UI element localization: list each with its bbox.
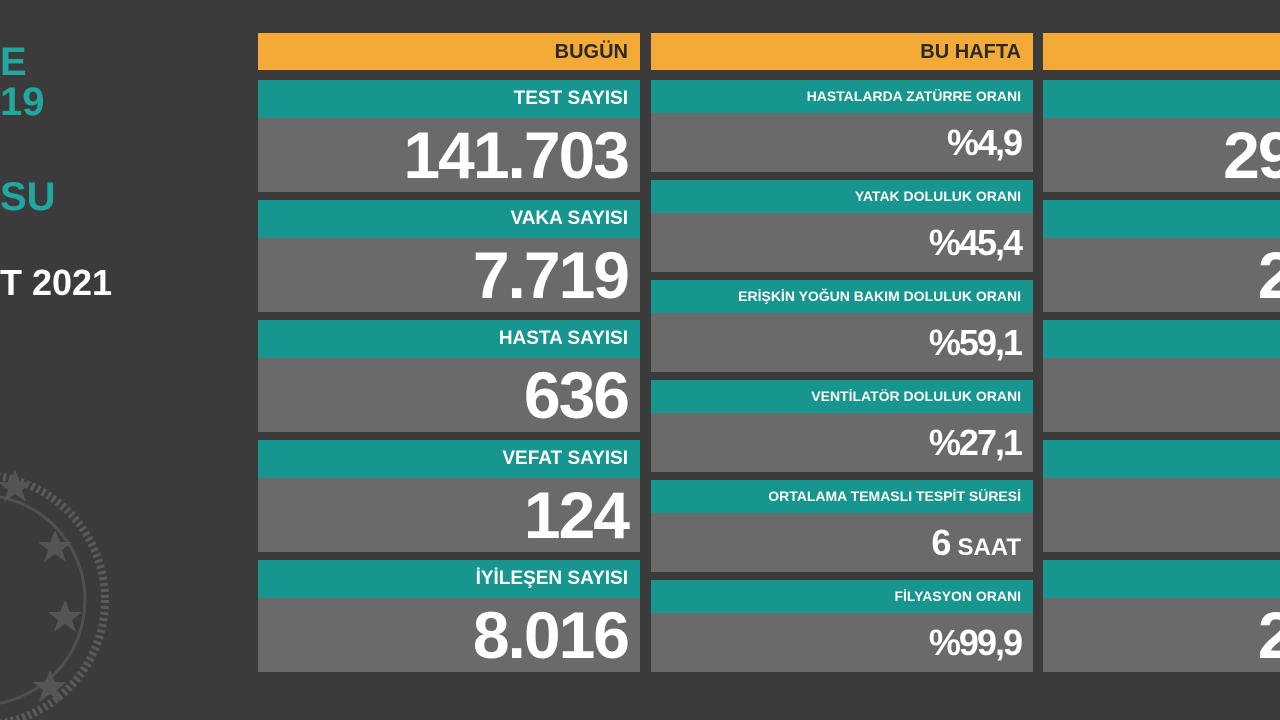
value-text: 2.485: [1257, 238, 1280, 312]
value-text: 29.773: [1223, 118, 1280, 192]
side-text: T 2021: [0, 262, 113, 303]
value-text: %45,4: [928, 222, 1023, 263]
card-value: 8.016: [258, 598, 640, 672]
column-header: [1043, 33, 1280, 70]
card-value: %27,1: [651, 413, 1033, 472]
value-text: %4,9: [946, 122, 1023, 163]
emblem: [0, 470, 109, 720]
card-value: 636: [258, 358, 640, 432]
card-value: 1: [1043, 478, 1280, 552]
side-text: SU: [0, 175, 56, 219]
card-label: ERİŞKİN YOĞUN BAKIM DOLULUK ORANI: [651, 280, 1033, 313]
card-label: AĞIR: [1043, 440, 1280, 478]
card-label: YATAK DOLULUK ORANI: [651, 180, 1033, 213]
card-label: İYİLEŞEN SAYISI: [258, 560, 640, 598]
card-value: %4,9: [651, 113, 1033, 172]
card-label: [1043, 200, 1280, 238]
side-text: 19: [0, 80, 45, 124]
card-value: 2.485: [1043, 238, 1280, 312]
column-header: BUGÜN: [258, 33, 640, 70]
card-label: VAKA SAYISI: [258, 200, 640, 238]
card-value: 124: [258, 478, 640, 552]
value-text: 636: [523, 358, 630, 432]
card-value: 2.376: [1043, 598, 1280, 672]
card-value: 6 SAAT: [651, 513, 1033, 572]
card-value: 7.719: [258, 238, 640, 312]
card-label: FİLYASYON ORANI: [651, 580, 1033, 613]
value-unit: SAAT: [957, 534, 1021, 561]
card-label: VENTİLATÖR DOLULUK ORANI: [651, 380, 1033, 413]
card-label: [1043, 320, 1280, 358]
card-label: HASTA SAYISI: [258, 320, 640, 358]
card-label: İY: [1043, 560, 1280, 598]
value-text: %59,1: [928, 322, 1023, 363]
value-text: 2.376: [1257, 598, 1280, 672]
card-label: [1043, 80, 1280, 118]
value-text: %99,9: [928, 622, 1023, 663]
card-value: 20: [1043, 358, 1280, 432]
value-text: 7.719: [472, 238, 630, 312]
column-header: BU HAFTA: [651, 33, 1033, 70]
value-text: 8.016: [472, 598, 630, 672]
card-value: %99,9: [651, 613, 1033, 672]
card-value: 29.773: [1043, 118, 1280, 192]
card-value: 141.703: [258, 118, 640, 192]
card-value: %45,4: [651, 213, 1033, 272]
card-value: %59,1: [651, 313, 1033, 372]
value-text: 6: [931, 522, 951, 563]
card-label: TEST SAYISI: [258, 80, 640, 118]
value-text: 141.703: [403, 118, 630, 192]
card-label: VEFAT SAYISI: [258, 440, 640, 478]
card-label: HASTALARDA ZATÜRRE ORANI: [651, 80, 1033, 113]
side-text: E: [0, 40, 27, 84]
card-label: ORTALAMA TEMASLI TESPİT SÜRESİ: [651, 480, 1033, 513]
value-text: %27,1: [928, 422, 1023, 463]
value-text: 124: [523, 478, 630, 552]
